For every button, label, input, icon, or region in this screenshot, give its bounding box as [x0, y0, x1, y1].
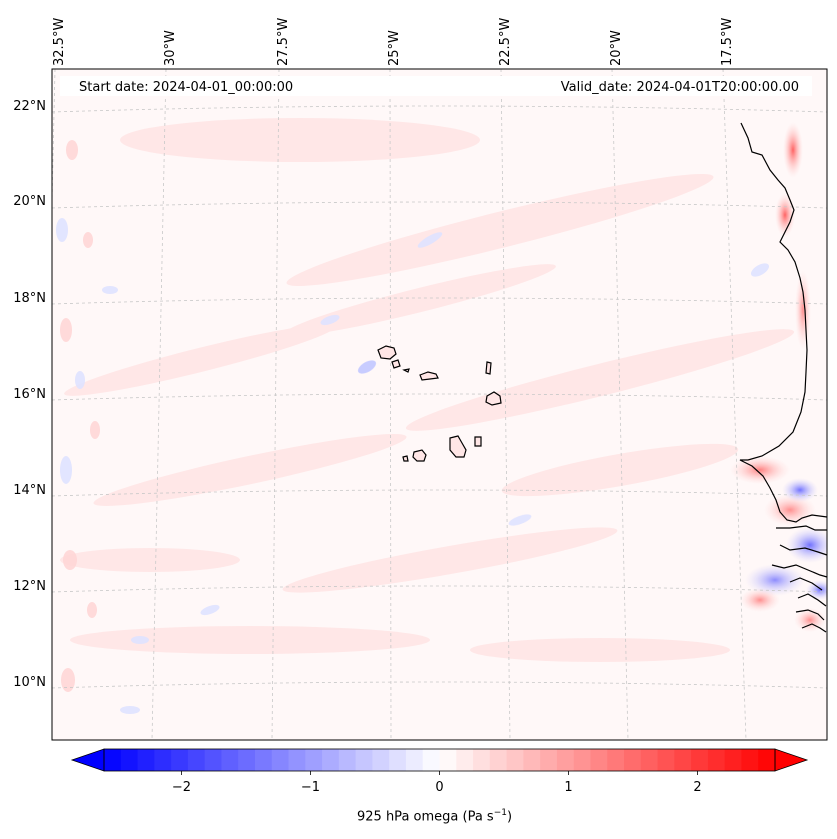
island-fogo: [412, 449, 427, 462]
colorbar-cell: [422, 749, 441, 771]
colorbar-cell: [338, 749, 357, 771]
colorbar-label-text: 925 hPa omega (Pa s: [357, 809, 494, 825]
colorbar-cell: [305, 749, 323, 771]
colorbar-cell: [405, 749, 424, 771]
island-maio: [474, 436, 482, 447]
colorbar-cell: [590, 749, 608, 771]
colorbar-label: 925 hPa omega (Pa s−1): [357, 808, 512, 824]
island-santo-antao: [377, 345, 397, 360]
colorbar-label-close: ): [506, 809, 513, 825]
graticule: [52, 69, 827, 740]
colorbar-cell: [187, 749, 206, 771]
africa-coastline: [739, 122, 828, 523]
colorbar-cell: [355, 749, 374, 771]
lat-label-18n: 18°N: [13, 291, 46, 306]
colorbar-label-exponent: −1: [493, 808, 507, 818]
cape-verde-islands: [377, 345, 502, 462]
map-frame: [51, 68, 828, 741]
lat-label-10n: 10°N: [13, 675, 46, 690]
island-sal: [485, 361, 492, 375]
island-boa-vista: [485, 391, 502, 406]
colorbar-cell: [741, 749, 759, 771]
lat-label-22n: 22°N: [13, 99, 46, 114]
map-panel: Start date: 2024-04-01_00:00:00 Valid_da…: [51, 68, 828, 741]
colorbar-cell: [657, 749, 675, 771]
colorbar-cell: [758, 749, 776, 771]
colorbar-cell: [389, 749, 407, 771]
valid-date-label: Valid_date: 2024-04-01T20:00:00.00: [561, 80, 799, 95]
island-sao-vicente: [391, 359, 401, 369]
colorbar-cell: [137, 749, 155, 771]
cb-tick-label-1: 1: [564, 780, 573, 795]
lat-label-16n: 16°N: [13, 387, 46, 402]
colorbar-cell: [254, 749, 273, 771]
cb-tick-label-0: 0: [435, 780, 444, 795]
lat-label-20n: 20°N: [13, 194, 46, 209]
cb-tick-label-neg2: −2: [171, 780, 192, 795]
colorbar-cell: [120, 749, 139, 771]
colorbar-cell: [624, 749, 642, 771]
colorbar-cells: [104, 749, 776, 771]
cb-tick-label-2: 2: [693, 780, 702, 795]
colorbar-extend-pos: [774, 748, 809, 772]
colorbar: [70, 748, 809, 775]
island-santa-luzia: [402, 368, 410, 373]
colorbar-cell: [707, 749, 726, 771]
colorbar-cell: [506, 749, 524, 771]
colorbar-ticks: [181, 771, 698, 775]
colorbar-cell: [691, 749, 709, 771]
colorbar-cell: [104, 749, 122, 771]
colorbar-cell: [171, 749, 189, 771]
colorbar-cell: [489, 749, 508, 771]
colorbar-cell: [456, 749, 474, 771]
colorbar-cell: [322, 749, 340, 771]
colorbar-cell: [271, 749, 290, 771]
lat-label-12n: 12°N: [13, 579, 46, 594]
colorbar-cell: [238, 749, 256, 771]
colorbar-cell: [439, 749, 457, 771]
colorbar-cell: [640, 749, 659, 771]
colorbar-cell: [288, 749, 306, 771]
colorbar-cell: [523, 749, 541, 771]
colorbar-cell: [556, 749, 575, 771]
colorbar-extend-neg: [70, 748, 105, 772]
colorbar-cell: [473, 749, 491, 771]
colorbar-cell: [204, 749, 223, 771]
coastlines: [739, 122, 828, 633]
colorbar-cell: [540, 749, 558, 771]
colorbar-cell: [607, 749, 625, 771]
start-date-label: Start date: 2024-04-01_00:00:00: [79, 80, 293, 95]
colorbar-cell: [724, 749, 743, 771]
colorbar-cell: [372, 749, 390, 771]
colorbar-cell: [573, 749, 592, 771]
island-sao-nicolau: [419, 371, 439, 381]
island-santiago: [449, 435, 467, 458]
title-band: [60, 76, 812, 96]
lat-label-14n: 14°N: [13, 483, 46, 498]
colorbar-cell: [154, 749, 172, 771]
cb-tick-label-neg1: −1: [300, 780, 321, 795]
island-brava: [402, 455, 409, 462]
colorbar-cell: [221, 749, 239, 771]
omega-field-anomalies: [56, 118, 827, 714]
colorbar-cell: [674, 749, 692, 771]
